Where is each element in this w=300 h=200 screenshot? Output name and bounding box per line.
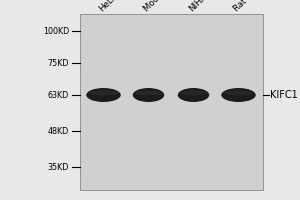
FancyBboxPatch shape bbox=[80, 14, 262, 190]
Ellipse shape bbox=[221, 88, 256, 102]
Ellipse shape bbox=[89, 90, 118, 95]
Text: KIFC1: KIFC1 bbox=[270, 90, 298, 100]
Text: 75KD: 75KD bbox=[47, 58, 69, 68]
Text: 63KD: 63KD bbox=[48, 90, 69, 99]
Ellipse shape bbox=[178, 88, 209, 102]
Text: 100KD: 100KD bbox=[43, 26, 69, 36]
Ellipse shape bbox=[135, 90, 162, 95]
Ellipse shape bbox=[133, 88, 164, 102]
Text: 48KD: 48KD bbox=[48, 127, 69, 136]
Text: 35KD: 35KD bbox=[48, 162, 69, 171]
Ellipse shape bbox=[86, 88, 121, 102]
Text: Mouse testis: Mouse testis bbox=[142, 0, 187, 13]
Text: Rat testis: Rat testis bbox=[232, 0, 267, 13]
Text: HeLa: HeLa bbox=[97, 0, 119, 13]
Ellipse shape bbox=[180, 90, 207, 95]
Text: NIH/3T3: NIH/3T3 bbox=[187, 0, 218, 13]
Ellipse shape bbox=[224, 90, 253, 95]
